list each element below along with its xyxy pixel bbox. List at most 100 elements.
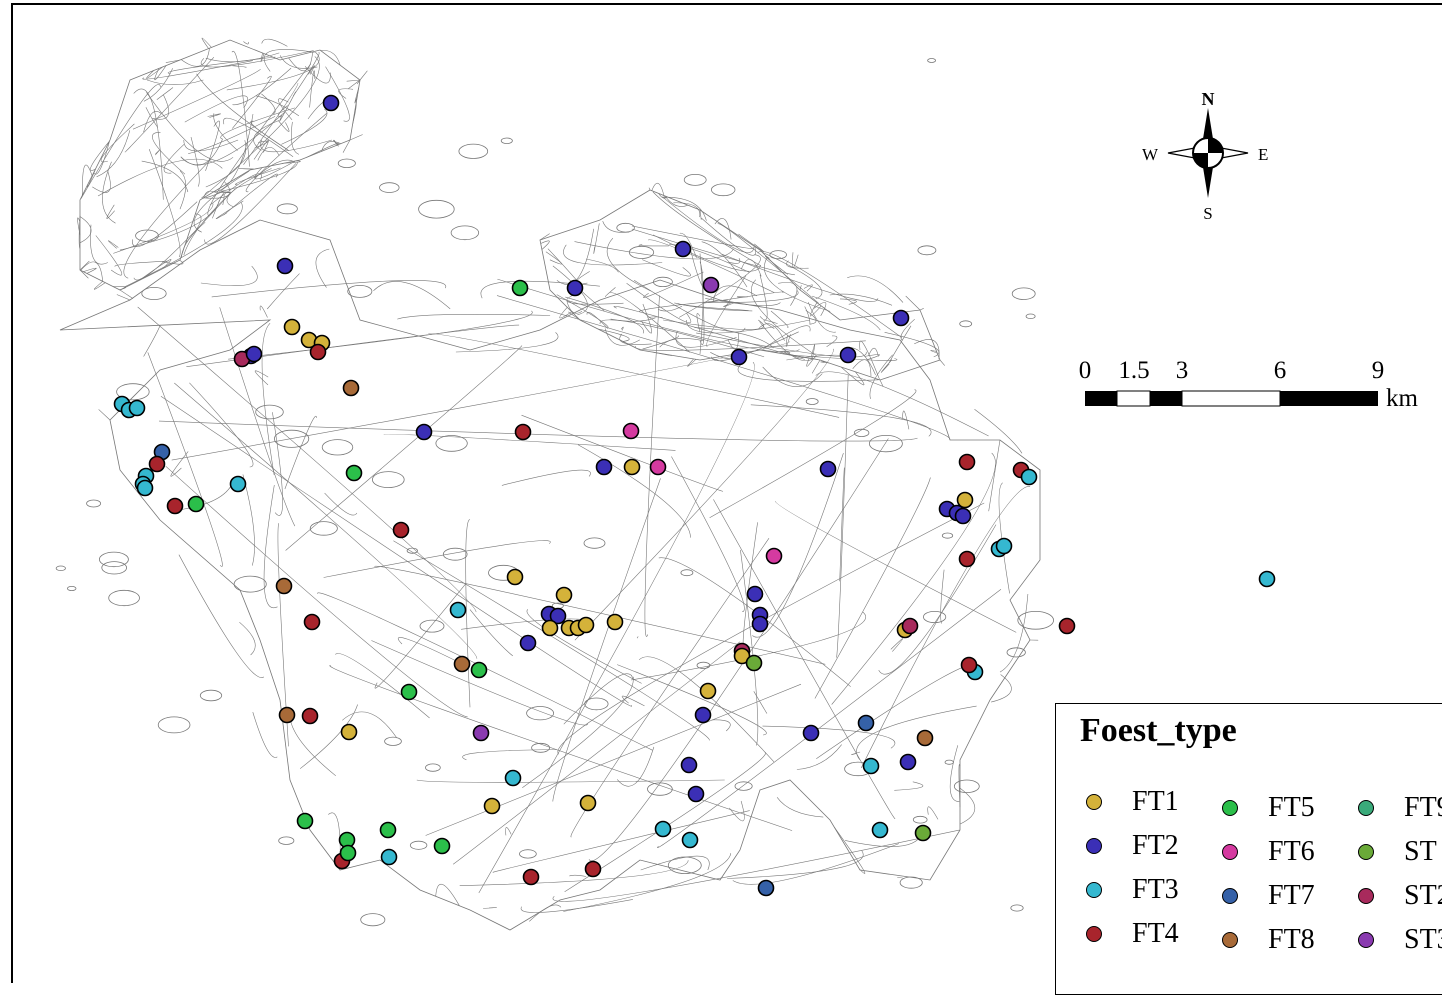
sample-point-st [914,824,932,842]
sample-point-ft2 [954,507,972,525]
parcel-fragment [435,435,468,452]
sample-point-st3 [702,276,720,294]
sample-point-ft8 [275,577,293,595]
legend-label: ST2 [1404,880,1442,911]
sample-point-ft4 [514,423,532,441]
sample-point-ft4 [309,343,327,361]
sample-point-ft3 [871,821,889,839]
parcel-fragment [157,716,191,734]
parcel-fragment [384,736,402,746]
parcel-fragment [531,742,550,753]
sample-point-st [745,654,763,672]
sample-point-ft5 [345,464,363,482]
compass-s: S [1203,204,1212,223]
parcel-fragment [869,434,903,453]
sample-point-ft7 [857,714,875,732]
sample-point-ft2 [839,346,857,364]
parcel-fragment [406,547,418,554]
parcel-fragment [616,222,635,233]
sample-point-ft2 [694,706,712,724]
parcel-fragment [899,876,923,889]
sample-point-ft7 [757,879,775,897]
legend-swatch [1222,932,1238,948]
scale-unit: km [1386,385,1419,412]
legend-item-ft7: FT7 [1222,880,1315,912]
sample-point-ft8 [342,379,360,397]
parcel-fragment [199,689,223,702]
sample-point-ft2 [899,753,917,771]
parcel-fragment [944,759,954,765]
sample-point-ft3 [995,537,1013,555]
legend-label: ST [1404,836,1437,867]
parcel-fragment [667,856,702,875]
legend-swatch [1222,888,1238,904]
sample-point-ft2 [566,279,584,297]
parcel-fragment [711,183,736,197]
legend-label: ST3 [1404,924,1442,955]
parcel-fragment [917,245,937,256]
legend-label: FT8 [1268,924,1315,955]
legend-swatch [1358,888,1374,904]
parcel-fragment [99,551,129,568]
compass-n: N [1202,89,1215,109]
sample-points [113,94,1276,897]
sample-point-ft3 [504,769,522,787]
parcel-fragment [321,439,354,456]
sample-point-ft3 [128,399,146,417]
sample-point-ft1 [577,616,595,634]
scale-tick-0: 0 [1079,357,1092,384]
legend-item-ft4: FT4 [1086,918,1179,950]
parcel-fragment [628,245,655,259]
legend-item-ft5: FT5 [1222,792,1315,824]
parcel-fragment [278,836,295,845]
legend-item-ft1: FT1 [1086,786,1179,818]
sample-point-ft1 [340,723,358,741]
parcel-fragment [135,229,159,242]
sample-point-ft1 [555,586,573,604]
sample-point-ft2 [415,423,433,441]
sample-point-ft4 [148,455,166,473]
parcel-fragment [696,661,711,670]
sample-point-ft2 [322,94,340,112]
parcel-fragment [379,182,400,193]
parcel-fragment [1010,904,1024,912]
legend-label: FT3 [1132,874,1179,905]
parcel-fragment [584,697,609,711]
legend-title: Foest_type [1080,712,1237,749]
legend-swatch [1358,800,1374,816]
legend-swatch [1086,926,1102,942]
sample-point-ft3 [449,601,467,619]
parcel-fragment [101,561,127,575]
parcel-fragment [255,404,284,420]
parcel-fragment [927,58,936,63]
parcel-fragment [233,575,267,593]
parcel-fragment [1011,287,1036,300]
compass-e: E [1258,145,1268,164]
sample-point-ft6 [622,422,640,440]
sample-point-ft4 [522,868,540,886]
parcel-fragment [953,779,980,794]
sample-point-ft3 [136,479,154,497]
parcel-fragment [805,398,819,405]
scale-tick-4: 9 [1372,357,1385,384]
sample-point-ft5 [296,812,314,830]
legend-label: FT1 [1132,786,1179,817]
legend-item-st3: ST3 [1358,924,1442,956]
sample-point-ft8 [916,729,934,747]
sample-point-ft4 [301,707,319,725]
sample-point-st3 [472,724,490,742]
scale-tick-1: 1.5 [1118,357,1149,384]
sample-point-ft5 [511,279,529,297]
sample-point-ft1 [579,794,597,812]
sample-point-ft1 [956,491,974,509]
parcel-fragment [337,158,356,169]
sample-point-ft1 [699,682,717,700]
parcel-fragment [647,782,673,796]
parcel-fragment [360,913,386,927]
sample-point-ft1 [623,458,641,476]
parcel-fragment [66,586,77,592]
sample-point-ft5 [433,837,451,855]
sample-point-ft3 [380,848,398,866]
sample-point-ft3 [654,820,672,838]
